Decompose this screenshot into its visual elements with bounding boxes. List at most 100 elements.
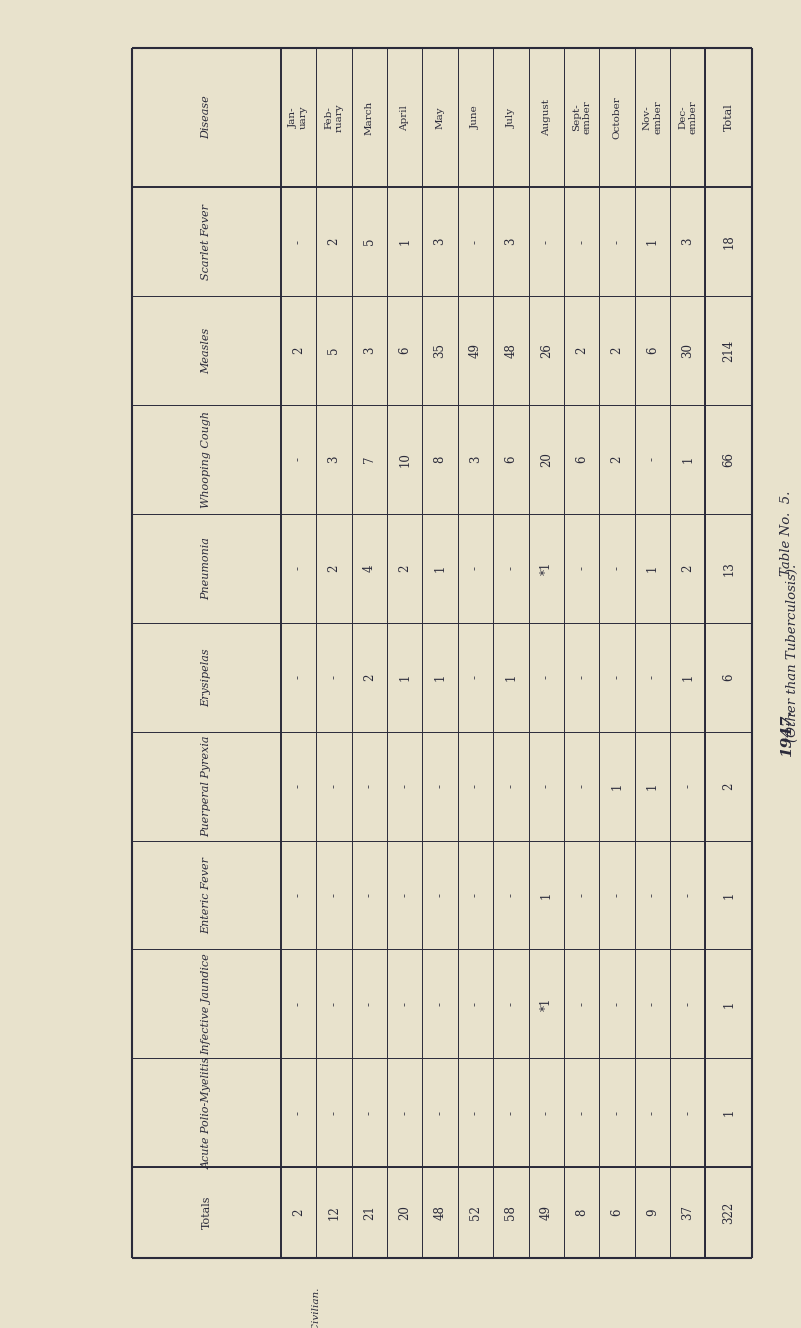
Text: 18: 18 — [723, 234, 735, 248]
Text: 3: 3 — [328, 456, 340, 463]
Text: -: - — [398, 1110, 411, 1114]
Text: -: - — [363, 1001, 376, 1005]
Text: -: - — [540, 784, 553, 788]
Text: 1: 1 — [723, 891, 735, 899]
Text: Nov-
ember: Nov- ember — [642, 101, 662, 134]
Text: 3: 3 — [682, 238, 694, 246]
Text: -: - — [328, 1001, 340, 1005]
Text: 20: 20 — [398, 1206, 411, 1220]
Text: Feb-
ruary: Feb- ruary — [324, 104, 344, 131]
Text: Pneumonia: Pneumonia — [201, 537, 211, 600]
Text: 2: 2 — [575, 347, 588, 355]
Text: 1: 1 — [682, 673, 694, 681]
Text: -: - — [469, 892, 482, 896]
Text: -: - — [505, 1001, 517, 1005]
Text: -: - — [328, 892, 340, 896]
Text: Dec-
ember: Dec- ember — [678, 101, 698, 134]
Text: 4: 4 — [363, 564, 376, 572]
Text: Scarlet Fever: Scarlet Fever — [201, 203, 211, 280]
Text: -: - — [469, 1110, 482, 1114]
Text: August: August — [541, 100, 551, 135]
Text: 5: 5 — [328, 347, 340, 355]
Text: 2: 2 — [682, 564, 694, 572]
Text: -: - — [575, 239, 588, 243]
Text: 6: 6 — [505, 456, 517, 463]
Text: 214: 214 — [723, 340, 735, 361]
Text: -: - — [433, 784, 447, 788]
Text: -: - — [646, 457, 659, 461]
Text: May: May — [436, 106, 445, 129]
Text: 13: 13 — [723, 560, 735, 576]
Text: -: - — [682, 1110, 694, 1114]
Text: March: March — [364, 101, 374, 134]
Text: 1: 1 — [646, 564, 659, 572]
Text: 26: 26 — [540, 343, 553, 359]
Text: -: - — [610, 675, 623, 679]
Text: 1: 1 — [682, 456, 694, 463]
Text: -: - — [610, 566, 623, 570]
Text: 1: 1 — [433, 564, 447, 572]
Text: 2: 2 — [292, 347, 305, 355]
Text: -: - — [469, 566, 482, 570]
Text: 1: 1 — [723, 1000, 735, 1008]
Text: -: - — [292, 239, 305, 243]
Text: -: - — [292, 784, 305, 788]
Text: Totals: Totals — [201, 1197, 211, 1230]
Text: 8: 8 — [575, 1208, 588, 1216]
Text: -: - — [646, 675, 659, 679]
Text: 6: 6 — [646, 347, 659, 355]
Text: -: - — [469, 239, 482, 243]
Text: -: - — [682, 784, 694, 788]
Text: -: - — [292, 1001, 305, 1005]
Text: -: - — [505, 566, 517, 570]
Text: 1947.: 1947. — [780, 709, 794, 757]
Text: -: - — [575, 675, 588, 679]
Text: 2: 2 — [328, 238, 340, 246]
Text: Total: Total — [724, 104, 734, 131]
Text: 3: 3 — [433, 238, 447, 246]
Text: 10: 10 — [398, 452, 411, 467]
Text: 6: 6 — [723, 673, 735, 681]
Text: 2: 2 — [363, 673, 376, 681]
Text: -: - — [433, 1001, 447, 1005]
Text: -: - — [646, 892, 659, 896]
Text: -: - — [398, 1001, 411, 1005]
Text: 1: 1 — [646, 782, 659, 790]
Text: Acute Polio-Myelitis: Acute Polio-Myelitis — [201, 1057, 211, 1169]
Text: June: June — [471, 106, 480, 129]
Text: -: - — [575, 892, 588, 896]
Text: -: - — [328, 784, 340, 788]
Text: 2: 2 — [723, 782, 735, 790]
Text: 1: 1 — [540, 891, 553, 899]
Text: -: - — [398, 892, 411, 896]
Text: -: - — [469, 784, 482, 788]
Text: 1: 1 — [398, 238, 411, 246]
Text: 3: 3 — [469, 456, 482, 463]
Text: * Non-Civilian.: * Non-Civilian. — [312, 1288, 320, 1328]
Text: -: - — [505, 1110, 517, 1114]
Text: -: - — [363, 784, 376, 788]
Text: -: - — [682, 892, 694, 896]
Text: -: - — [505, 784, 517, 788]
Text: -: - — [328, 675, 340, 679]
Text: -: - — [540, 675, 553, 679]
Text: -: - — [505, 892, 517, 896]
Text: 2: 2 — [610, 347, 623, 355]
Text: 6: 6 — [610, 1208, 623, 1216]
Text: -: - — [363, 1110, 376, 1114]
Text: -: - — [575, 566, 588, 570]
Text: 12: 12 — [328, 1206, 340, 1220]
Text: -: - — [292, 566, 305, 570]
Text: -: - — [575, 784, 588, 788]
Text: -: - — [398, 784, 411, 788]
Text: 1: 1 — [610, 782, 623, 790]
Text: (Other than Tuberculosis).: (Other than Tuberculosis). — [786, 564, 799, 742]
Text: -: - — [469, 1001, 482, 1005]
Text: 1: 1 — [646, 238, 659, 246]
Text: 1: 1 — [723, 1109, 735, 1117]
Text: 3: 3 — [363, 347, 376, 355]
Text: 58: 58 — [505, 1206, 517, 1220]
Text: -: - — [292, 1110, 305, 1114]
Text: -: - — [540, 1110, 553, 1114]
Text: 3: 3 — [505, 238, 517, 246]
